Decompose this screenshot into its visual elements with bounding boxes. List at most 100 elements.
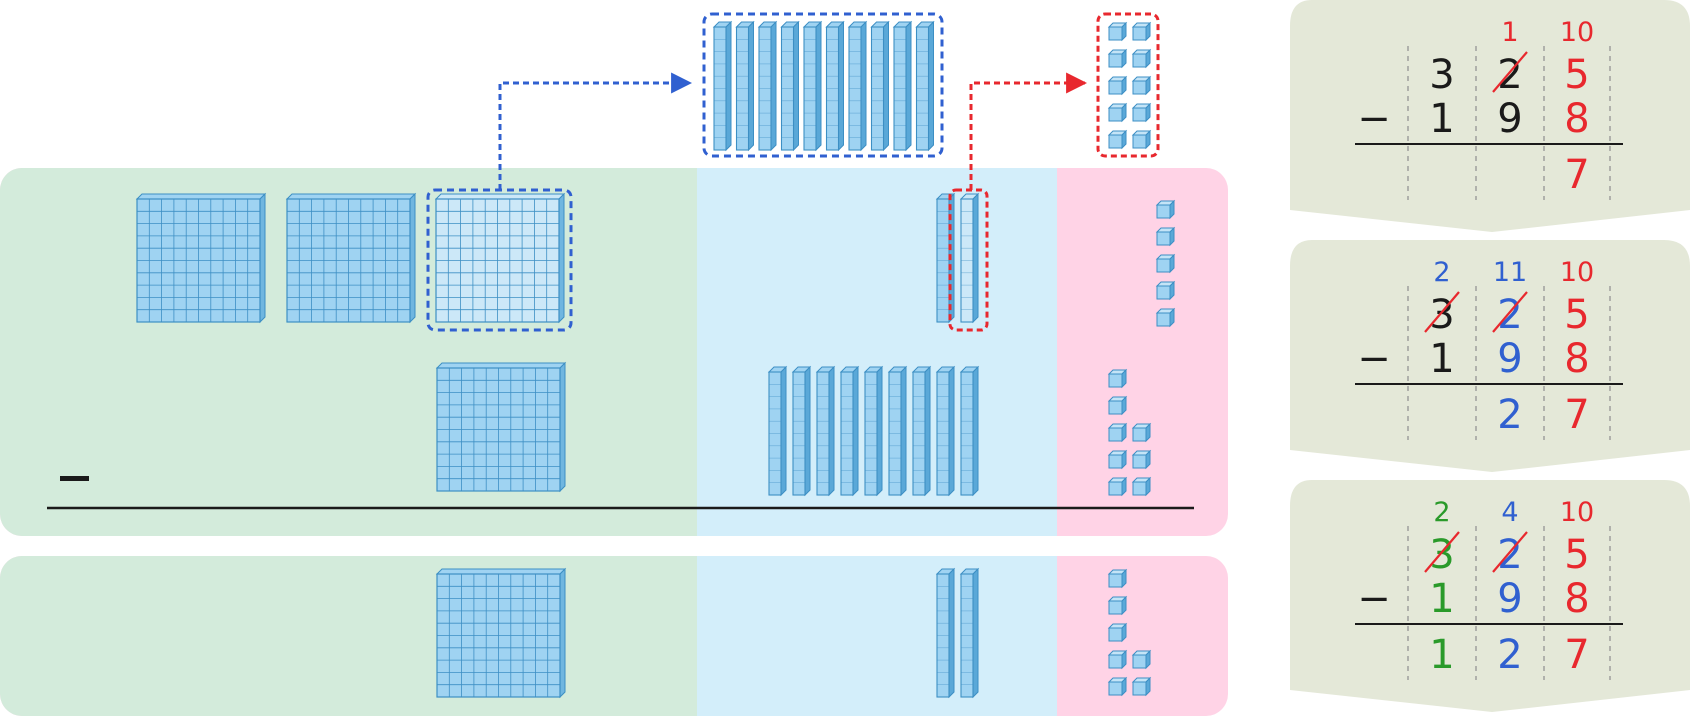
minuend-digit: 2 (1497, 52, 1522, 98)
ten-rod (791, 365, 812, 497)
card-background (1290, 480, 1690, 712)
cross-out-mark (1424, 531, 1460, 573)
unit-cube (1107, 676, 1128, 697)
minuend-digit: 3 (1429, 292, 1454, 338)
minuend-digit: 2 (1497, 292, 1522, 338)
unit-cube (1107, 476, 1128, 497)
ten-rod (959, 567, 980, 699)
subtrahend-digit: 8 (1564, 576, 1589, 622)
hundred-flat (434, 192, 566, 324)
difference-digit: 2 (1497, 632, 1522, 678)
minuend-digit: 2 (1497, 532, 1522, 578)
difference-digit: 7 (1564, 152, 1589, 198)
exchange-arrow-hundred-to-tens (498, 72, 693, 190)
unit-cube (1107, 449, 1128, 470)
difference-digit: 7 (1564, 392, 1589, 438)
ten-rod (887, 365, 908, 497)
result-mat (0, 556, 1228, 716)
ten-rod (935, 365, 956, 497)
unit-cube (1107, 622, 1128, 643)
unit-cube (1131, 649, 1152, 670)
unit-cube (1131, 129, 1152, 150)
carry-digit: 4 (1501, 497, 1518, 528)
ten-rod (935, 567, 956, 699)
cross-out-mark (1492, 531, 1528, 573)
unit-cube (1131, 422, 1152, 443)
unit-cube (1155, 226, 1176, 247)
difference-digit: 1 (1429, 632, 1454, 678)
ten-rod (780, 20, 800, 152)
cross-out-mark (1424, 291, 1460, 333)
carry-digit: 2 (1433, 257, 1450, 288)
unit-cube (1131, 476, 1152, 497)
minuend-digit: 5 (1564, 52, 1589, 98)
ten-rod (815, 365, 836, 497)
ten-rod (959, 365, 980, 497)
card-minus-sign: − (1357, 576, 1391, 622)
unit-cube (1131, 48, 1152, 69)
card-background (1290, 240, 1690, 472)
ten-rod (839, 365, 860, 497)
minus-sign (60, 476, 89, 481)
subtrahend-digit: 9 (1497, 336, 1522, 382)
regrouped-ten-highlight (948, 188, 989, 332)
written-step-card: 1 103 2 5− 1 9 87 (1290, 0, 1690, 232)
hundreds-column-result (0, 556, 697, 716)
carry-digit: 2 (1433, 497, 1450, 528)
subtrahend-digit: 1 (1429, 96, 1454, 142)
written-step-card: 2 4 103 2 5− 1 9 81 2 7 (1290, 480, 1690, 712)
ten-rod (847, 20, 868, 152)
carry-digit: 11 (1493, 257, 1527, 288)
ten-rod (870, 20, 890, 152)
ten-rod (825, 20, 845, 152)
subtrahend-digit: 1 (1429, 576, 1454, 622)
cross-out-mark (1492, 51, 1528, 93)
ten-rod (863, 365, 884, 497)
ten-rod (802, 20, 823, 152)
unit-cube (1131, 102, 1152, 123)
carry-digit: 10 (1560, 257, 1594, 288)
carry-digit: 10 (1560, 17, 1594, 48)
card-minus-sign: − (1357, 96, 1391, 142)
unit-cube (1107, 48, 1128, 69)
base-ten-blocks (135, 20, 1176, 699)
unit-cube (1107, 368, 1128, 389)
hundred-flat (135, 192, 267, 324)
exchange-arrow-ten-to-ones (969, 72, 1088, 190)
unit-cube (1107, 568, 1128, 589)
card-background (1290, 0, 1690, 232)
carry-digit: 10 (1560, 497, 1594, 528)
ten-rod (892, 20, 913, 152)
unit-cube (1107, 129, 1128, 150)
minuend-digit: 3 (1429, 532, 1454, 578)
unit-cube (1107, 21, 1128, 42)
difference-digit: 2 (1497, 392, 1522, 438)
minuend-digit: 3 (1429, 52, 1454, 98)
unit-cube (1107, 422, 1128, 443)
unit-cube (1107, 395, 1128, 416)
unit-cube (1131, 21, 1152, 42)
difference-digit: 7 (1564, 632, 1589, 678)
subtrahend-digit: 9 (1497, 96, 1522, 142)
written-steps: 1 103 2 5− 1 9 872 11 103 2 5− 1 9 82 72 4 103 2 5− 1 9 81 2 7 (1290, 0, 1690, 712)
tens-column-result (697, 556, 1057, 716)
unit-cube (1107, 649, 1128, 670)
carry-digit: 1 (1501, 17, 1518, 48)
subtrahend-digit: 8 (1564, 96, 1589, 142)
subtrahend-digit: 8 (1564, 336, 1589, 382)
hundred-flat (285, 192, 417, 324)
ten-rod (757, 20, 778, 152)
minuend-digit: 5 (1564, 532, 1589, 578)
hundred-flat (435, 361, 567, 493)
unit-cube (1155, 307, 1176, 328)
ten-rod (911, 365, 932, 497)
unit-cube (1155, 253, 1176, 274)
ten-rod (735, 20, 755, 152)
ten-rod (959, 192, 980, 324)
card-minus-sign: − (1357, 336, 1391, 382)
unit-cube (1131, 676, 1152, 697)
unit-cube (1131, 75, 1152, 96)
subtrahend-digit: 1 (1429, 336, 1454, 382)
hundred-flat (435, 567, 567, 699)
ten-rods-group-highlight (702, 12, 944, 158)
